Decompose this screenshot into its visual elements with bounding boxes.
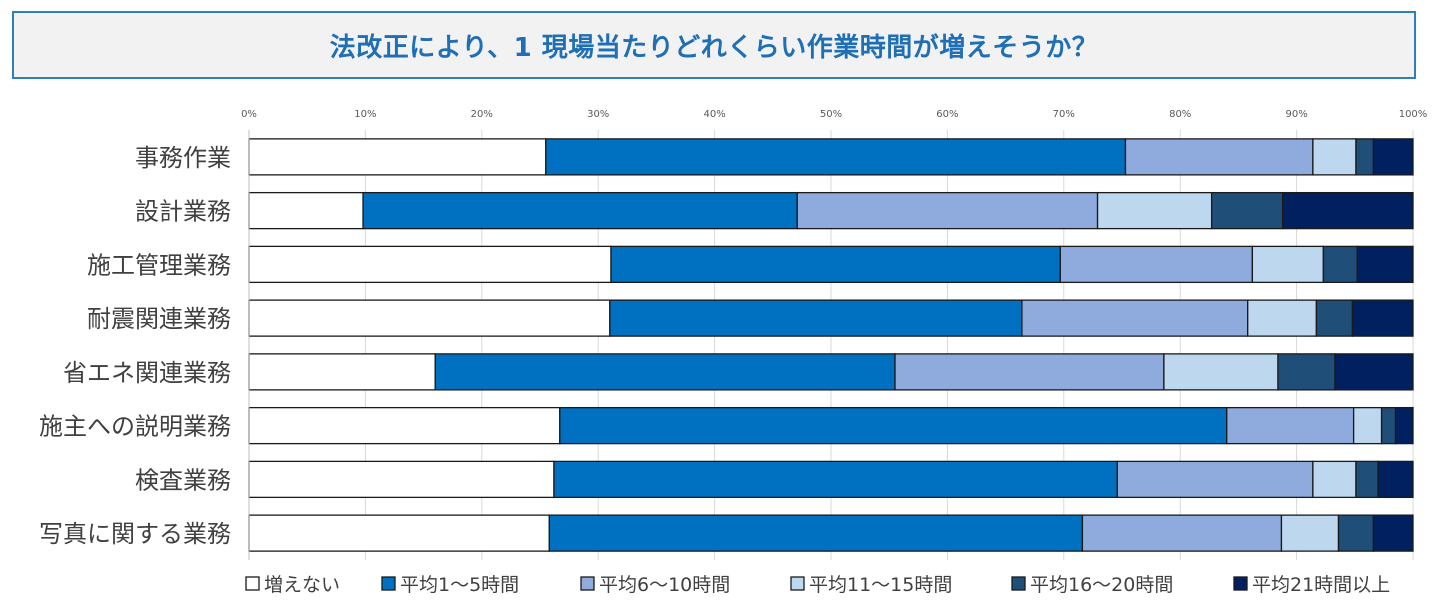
bar-segment	[1280, 514, 1340, 552]
bar-segment	[248, 406, 561, 445]
bar-segment	[1124, 138, 1314, 176]
bar-segment	[1081, 514, 1283, 552]
bar-segment	[1210, 191, 1284, 230]
bar-segment	[1163, 353, 1279, 391]
bar-segment	[248, 138, 547, 176]
bar-segment	[1312, 460, 1357, 499]
bar-segment	[362, 191, 798, 230]
legend-swatch	[790, 576, 805, 591]
bar-segment	[609, 299, 1023, 337]
category-label: 省エネ関連業務	[63, 359, 231, 387]
bar-segment	[1352, 406, 1383, 445]
legend-swatch	[1011, 576, 1026, 591]
x-tick-label: 70%	[1053, 109, 1075, 120]
bar-segment	[1059, 245, 1254, 284]
legend-label: 平均21時間以上	[1252, 574, 1390, 596]
bar-segment	[1355, 138, 1375, 176]
bar-segment	[1356, 245, 1414, 284]
category-label: 写真に関する業務	[39, 520, 231, 548]
chart-title-box: 法改正により、1 現場当たりどれくらい作業時間が増えそうか？	[12, 11, 1416, 79]
bar-segment	[1281, 191, 1414, 230]
bar-segment	[548, 514, 1084, 552]
bar-segment	[610, 245, 1061, 284]
category-label: 施工管理業務	[87, 251, 231, 279]
bar-segment	[248, 460, 555, 499]
bar-segment	[1351, 299, 1414, 337]
x-tick-label: 40%	[703, 109, 725, 120]
legend-swatch	[1233, 576, 1248, 591]
bar-segment	[1315, 299, 1354, 337]
x-tick-label: 80%	[1169, 109, 1191, 120]
bar-segment	[1372, 514, 1414, 552]
bar-segment	[1251, 245, 1325, 284]
x-tick-label: 0%	[241, 109, 257, 120]
x-tick-label: 100%	[1399, 109, 1428, 120]
bar-segment	[559, 406, 1228, 445]
bar-segment	[1226, 406, 1355, 445]
legend-label: 平均6～10時間	[599, 574, 730, 596]
bar-segment	[1334, 353, 1414, 391]
category-label: 耐震関連業務	[87, 305, 231, 333]
bar-segment	[1322, 245, 1358, 284]
bar-segment	[796, 191, 1099, 230]
legend-swatch	[245, 576, 260, 591]
category-label: 施主への説明業務	[39, 413, 231, 441]
x-tick-label: 20%	[471, 109, 493, 120]
legend-swatch	[580, 576, 595, 591]
legend-label: 増えない	[264, 574, 340, 596]
category-label: 事務作業	[135, 144, 231, 172]
x-tick-label: 50%	[820, 109, 842, 120]
bar-segment	[434, 353, 896, 391]
bar-segment	[1355, 460, 1379, 499]
bar-segment	[553, 460, 1118, 499]
bar-segment	[1337, 514, 1375, 552]
bar-segment	[1021, 299, 1249, 337]
category-label: 設計業務	[135, 198, 231, 226]
bar-segment	[1116, 460, 1314, 499]
bar-segment	[248, 299, 611, 337]
bar-segment	[248, 353, 436, 391]
bar-segment	[1312, 138, 1357, 176]
bar-segment	[1277, 353, 1336, 391]
x-tick-label: 10%	[354, 109, 376, 120]
x-tick-label: 30%	[587, 109, 609, 120]
bar-segment	[1372, 138, 1414, 176]
bar-segment	[1247, 299, 1318, 337]
x-tick-label: 90%	[1285, 109, 1307, 120]
bar-segment	[248, 514, 550, 552]
bar-segment	[1096, 191, 1213, 230]
bar-segment	[1380, 406, 1397, 445]
chart-title: 法改正により、1 現場当たりどれくらい作業時間が増えそうか？	[329, 32, 1099, 63]
bar-segment	[248, 191, 364, 230]
bar-segment	[248, 245, 612, 284]
bar-segment	[545, 138, 1127, 176]
bar-segment	[894, 353, 1165, 391]
x-tick-label: 60%	[936, 109, 958, 120]
category-label: 検査業務	[135, 466, 231, 494]
legend-swatch	[381, 576, 396, 591]
bar-segment	[1394, 406, 1414, 445]
legend-label: 平均1～5時間	[400, 574, 519, 596]
legend-label: 平均11～15時間	[809, 574, 952, 596]
legend-label: 平均16～20時間	[1030, 574, 1173, 596]
bar-segment	[1377, 460, 1414, 499]
